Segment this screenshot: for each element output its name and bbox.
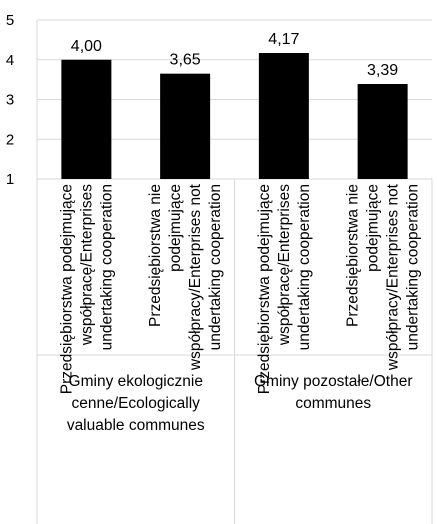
group-label: Gminy pozostałe/Other communes — [254, 373, 413, 412]
category-label-line: undertaking cooperation — [405, 184, 422, 350]
category-label-line: współpracę/Enterprises — [276, 184, 293, 346]
data-label: 4,00 — [71, 38, 102, 55]
category-label-line: undertaking cooperation — [207, 184, 224, 350]
category-label-line: undertaking cooperation — [98, 184, 115, 350]
category-label-line: współpracy/Enterprises not — [385, 183, 402, 371]
category-label-line: undertaking cooperation — [296, 184, 313, 350]
group-label: Gminy ekologicznie cenne/Ecologically valu… — [67, 373, 205, 434]
data-label: 4,17 — [268, 31, 299, 48]
bar — [160, 73, 211, 179]
bar — [61, 59, 112, 179]
data-label: 3,65 — [170, 52, 201, 69]
category-label: Przedsiębiorstwa podejmujące współpracę/E… — [58, 184, 115, 394]
category-label: Przedsiębiorstwa nie podejmujące współprac… — [147, 183, 224, 371]
category-label: Przedsiębiorstwa podejmujące współpracę/E… — [256, 184, 313, 394]
bar — [357, 83, 408, 179]
y-tick-label: 5 — [6, 12, 14, 29]
group-label-line: Gminy pozostałe/Other — [254, 373, 413, 390]
category-label-line: podejmujące — [167, 184, 184, 272]
group-label-line: Gminy ekologicznie — [69, 373, 203, 390]
category-label-line: współpracę/Enterprises — [78, 184, 95, 346]
category-label-line: podejmujące — [365, 184, 382, 272]
category-label-line: współpracy/Enterprises not — [187, 183, 204, 371]
category-label-line: Przedsiębiorstwa nie — [147, 184, 164, 327]
y-tick-label: 4 — [6, 52, 14, 69]
category-label-line: Przedsiębiorstwa podejmujące — [58, 184, 75, 394]
category-label: Przedsiębiorstwa nie podejmujące współprac… — [345, 183, 422, 371]
category-label-line: Przedsiębiorstwa nie — [345, 184, 362, 327]
y-tick-label: 2 — [6, 131, 14, 148]
group-label-line: valuable communes — [67, 417, 205, 434]
category-label-line: Przedsiębiorstwa podejmujące — [256, 184, 273, 394]
data-label: 3,39 — [367, 62, 398, 79]
y-tick-label: 3 — [6, 92, 14, 109]
group-label-line: cenne/Ecologically — [72, 395, 201, 412]
y-tick-label: 1 — [6, 171, 14, 188]
group-label-line: communes — [295, 395, 371, 412]
bar — [258, 52, 309, 179]
